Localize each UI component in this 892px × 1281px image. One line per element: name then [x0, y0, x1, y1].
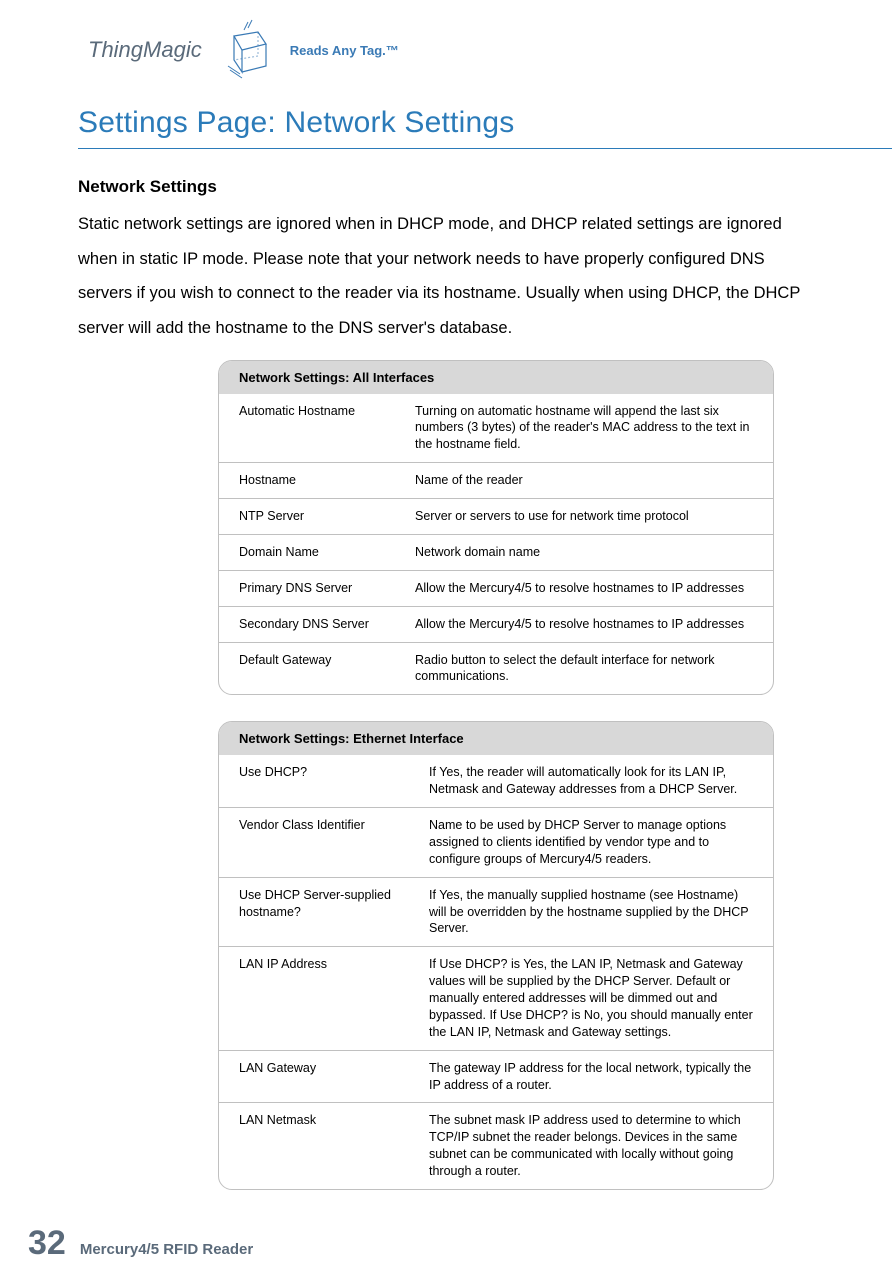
row-label: Domain Name [219, 535, 411, 570]
row-label: Automatic Hostname [219, 394, 411, 463]
page-header: ThingMagic Reads Any Tag.™ [0, 0, 892, 82]
row-description: If Use DHCP? is Yes, the LAN IP, Netmask… [425, 947, 773, 1049]
row-description: Network domain name [411, 535, 773, 570]
row-description: Turning on automatic hostname will appen… [411, 394, 773, 463]
table-row: Vendor Class IdentifierName to be used b… [219, 807, 773, 877]
row-label: LAN IP Address [219, 947, 425, 1049]
row-label: Secondary DNS Server [219, 607, 411, 642]
table-row: Domain NameNetwork domain name [219, 534, 773, 570]
row-description: The subnet mask IP address used to deter… [425, 1103, 773, 1189]
table-row: Use DHCP Server-supplied hostname?If Yes… [219, 877, 773, 947]
row-label: LAN Netmask [219, 1103, 425, 1189]
table-all-interfaces: Network Settings: All Interfaces Automat… [218, 360, 774, 696]
table-header: Network Settings: Ethernet Interface [219, 722, 773, 755]
row-description: Name of the reader [411, 463, 773, 498]
row-description: Allow the Mercury4/5 to resolve hostname… [411, 571, 773, 606]
row-description: If Yes, the manually supplied hostname (… [425, 878, 773, 947]
row-label: Hostname [219, 463, 411, 498]
page-number: 32 [28, 1224, 66, 1263]
content-area: Network Settings Static network settings… [0, 177, 814, 1190]
table-row: HostnameName of the reader [219, 462, 773, 498]
row-label: NTP Server [219, 499, 411, 534]
table-row: NTP ServerServer or servers to use for n… [219, 498, 773, 534]
page-footer: 32 Mercury4/5 RFID Reader [28, 1224, 253, 1263]
table-row: LAN NetmaskThe subnet mask IP address us… [219, 1102, 773, 1189]
page-title: Settings Page: Network Settings [78, 106, 892, 140]
title-rule [78, 148, 892, 149]
table-ethernet-interface: Network Settings: Ethernet Interface Use… [218, 721, 774, 1190]
table-row: LAN GatewayThe gateway IP address for th… [219, 1050, 773, 1103]
row-description: The gateway IP address for the local net… [425, 1051, 773, 1103]
table-row: Primary DNS ServerAllow the Mercury4/5 t… [219, 570, 773, 606]
row-label: Primary DNS Server [219, 571, 411, 606]
row-description: Radio button to select the default inter… [411, 643, 773, 695]
table-row: LAN IP AddressIf Use DHCP? is Yes, the L… [219, 946, 773, 1049]
row-description: Server or servers to use for network tim… [411, 499, 773, 534]
tagline: Reads Any Tag.™ [290, 43, 399, 58]
row-label: Use DHCP? [219, 755, 425, 807]
intro-paragraph: Static network settings are ignored when… [78, 207, 814, 346]
footer-text: Mercury4/5 RFID Reader [80, 1241, 253, 1258]
brand-name: ThingMagic [88, 37, 202, 63]
row-description: If Yes, the reader will automatically lo… [425, 755, 773, 807]
table-row: Default GatewayRadio button to select th… [219, 642, 773, 695]
row-label: Default Gateway [219, 643, 411, 695]
section-heading: Network Settings [78, 177, 814, 197]
table-row: Automatic HostnameTurning on automatic h… [219, 394, 773, 463]
table-row: Secondary DNS ServerAllow the Mercury4/5… [219, 606, 773, 642]
row-description: Name to be used by DHCP Server to manage… [425, 808, 773, 877]
row-label: Use DHCP Server-supplied hostname? [219, 878, 425, 947]
table-row: Use DHCP?If Yes, the reader will automat… [219, 755, 773, 807]
row-description: Allow the Mercury4/5 to resolve hostname… [411, 607, 773, 642]
row-label: LAN Gateway [219, 1051, 425, 1103]
row-label: Vendor Class Identifier [219, 808, 425, 877]
cube-logo-icon [214, 18, 278, 82]
table-header: Network Settings: All Interfaces [219, 361, 773, 394]
